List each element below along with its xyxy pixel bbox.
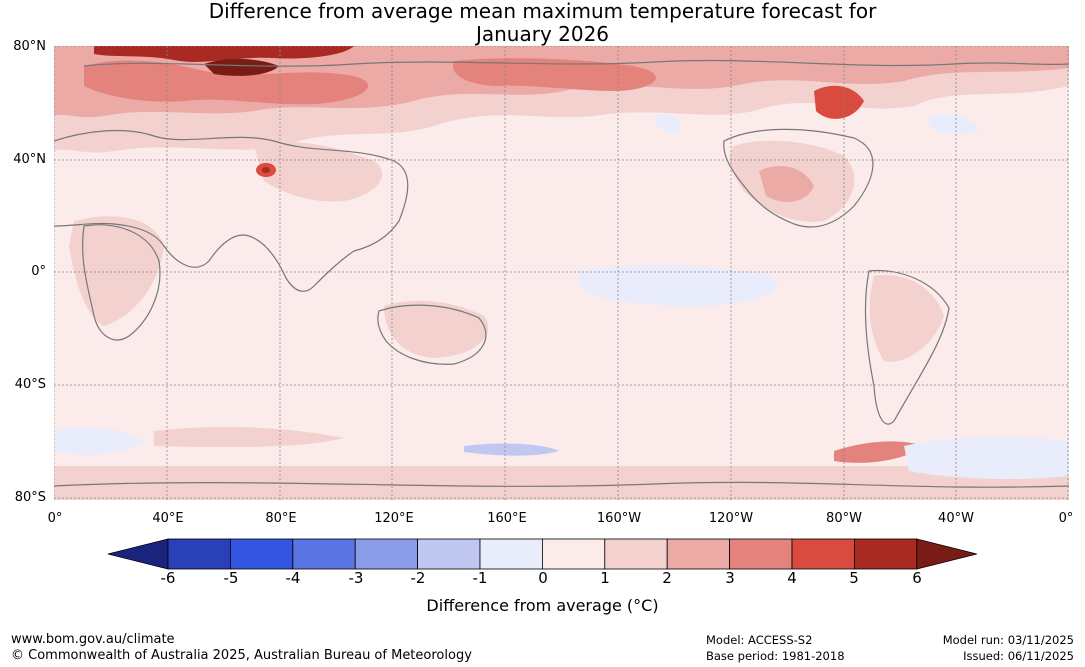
lat-label-80n: 80°N — [13, 39, 46, 54]
anomaly-region-gulf-alaska-cool — [654, 114, 680, 133]
lon-label-80w: 80°W — [826, 511, 862, 526]
anomaly-region-antarctica — [54, 466, 1069, 500]
lon-label-0: 0° — [47, 511, 63, 526]
colorbar-segment — [854, 538, 918, 570]
lon-label-160e: 160°E — [487, 511, 527, 526]
map-canvas — [54, 46, 1069, 500]
colorbar-tick: 0 — [538, 569, 548, 587]
coastline-antarctica — [54, 481, 1069, 488]
colorbar-segment — [417, 538, 481, 570]
anomaly-region-arctic-hot — [94, 46, 354, 62]
colorbar-segments — [107, 538, 977, 570]
anomaly-region-antarctic-peninsula — [834, 441, 924, 463]
anomaly-region-south-atlantic-cool — [54, 427, 144, 455]
colorbar-segment — [167, 538, 231, 570]
lon-label-120w: 120°W — [708, 511, 754, 526]
coastline-africa — [82, 224, 161, 341]
colorbar-tick: -3 — [348, 569, 364, 587]
colorbar-label: Difference from average (°C) — [426, 596, 659, 615]
anomaly-region-bering — [453, 58, 656, 91]
title-line-1: Difference from average mean maximum tem… — [208, 0, 877, 23]
colorbar-segment — [729, 538, 793, 570]
anomaly-region-south-america — [869, 275, 944, 362]
chart-title: Difference from average mean maximum tem… — [0, 0, 1085, 46]
colorbar-tick: 1 — [600, 569, 610, 587]
anomaly-region-ross-cool — [464, 443, 559, 456]
colorbar-tick: 6 — [912, 569, 922, 587]
footer-copyright: © Commonwealth of Australia 2025, Austra… — [11, 648, 472, 663]
gridlines — [54, 46, 1069, 500]
lon-label-40w: 40°W — [938, 511, 974, 526]
colorbar-tick: 4 — [787, 569, 797, 587]
colorbar-tick: -1 — [472, 569, 488, 587]
coastline-arctic — [83, 59, 1069, 67]
colorbar-segment — [541, 538, 606, 570]
colorbar-segment — [479, 538, 543, 570]
colorbar-tick: 5 — [849, 569, 859, 587]
colorbar-segment — [666, 538, 731, 570]
coastline-north-america — [723, 128, 874, 228]
footer-model-run: Model run: 03/11/2025 — [942, 633, 1074, 647]
colorbar-segment — [791, 538, 855, 570]
anomaly-region-arctic-max — [204, 58, 279, 76]
colorbar-extend-low — [107, 538, 169, 570]
coastline-south-america — [864, 269, 950, 425]
title-line-2: January 2026 — [475, 22, 610, 46]
lat-label-80s: 80°S — [14, 490, 46, 505]
anomaly-region-us-south — [759, 166, 814, 202]
coastlines — [54, 59, 1069, 488]
colorbar-extend-high — [916, 538, 977, 570]
anomaly-region-hudson — [814, 85, 864, 119]
anomaly-region-south-pacific-cool — [904, 437, 1069, 479]
anomaly-region-tibet-core — [262, 167, 270, 173]
colorbar-tick: -4 — [285, 569, 301, 587]
temperature-anomaly-map — [54, 46, 1069, 500]
anomaly-region-australia — [384, 300, 489, 358]
lon-label-0-east: 0° — [1058, 511, 1074, 526]
colorbar-tick: -2 — [410, 569, 426, 587]
lon-label-120e: 120°E — [374, 511, 414, 526]
anomaly-region-africa — [69, 216, 164, 326]
colorbar-tick: 3 — [725, 569, 735, 587]
colorbar-segment — [230, 538, 294, 570]
footer-base-period: Base period: 1981-2018 — [706, 649, 845, 663]
lat-label-40n: 40°N — [13, 152, 46, 167]
coastline-australia — [377, 304, 487, 365]
colorbar-segment — [292, 538, 356, 570]
coastline-eurasia — [54, 129, 409, 292]
lon-label-80e: 80°E — [265, 511, 297, 526]
lon-label-160w: 160°W — [596, 511, 642, 526]
colorbar — [107, 538, 977, 570]
anomaly-region-pacific-cool — [579, 264, 778, 306]
anomaly-region-southern-ocean — [154, 426, 344, 448]
colorbar-tick: -5 — [223, 569, 239, 587]
anomaly-region-central-asia — [254, 141, 383, 202]
lon-label-40e: 40°E — [152, 511, 184, 526]
anomaly-region-labrador-cool — [929, 114, 979, 135]
footer-url: www.bom.gov.au/climate — [11, 632, 175, 647]
lat-label-equator: 0° — [31, 264, 46, 279]
colorbar-segment — [604, 538, 668, 570]
colorbar-tick: 2 — [662, 569, 672, 587]
footer-model: Model: ACCESS-S2 — [706, 633, 813, 647]
anomaly-region-siberia — [84, 60, 369, 105]
colorbar-segment — [354, 538, 418, 570]
lat-label-40s: 40°S — [14, 377, 46, 392]
colorbar-tick: -6 — [160, 569, 176, 587]
footer-issued: Issued: 06/11/2025 — [963, 649, 1074, 663]
